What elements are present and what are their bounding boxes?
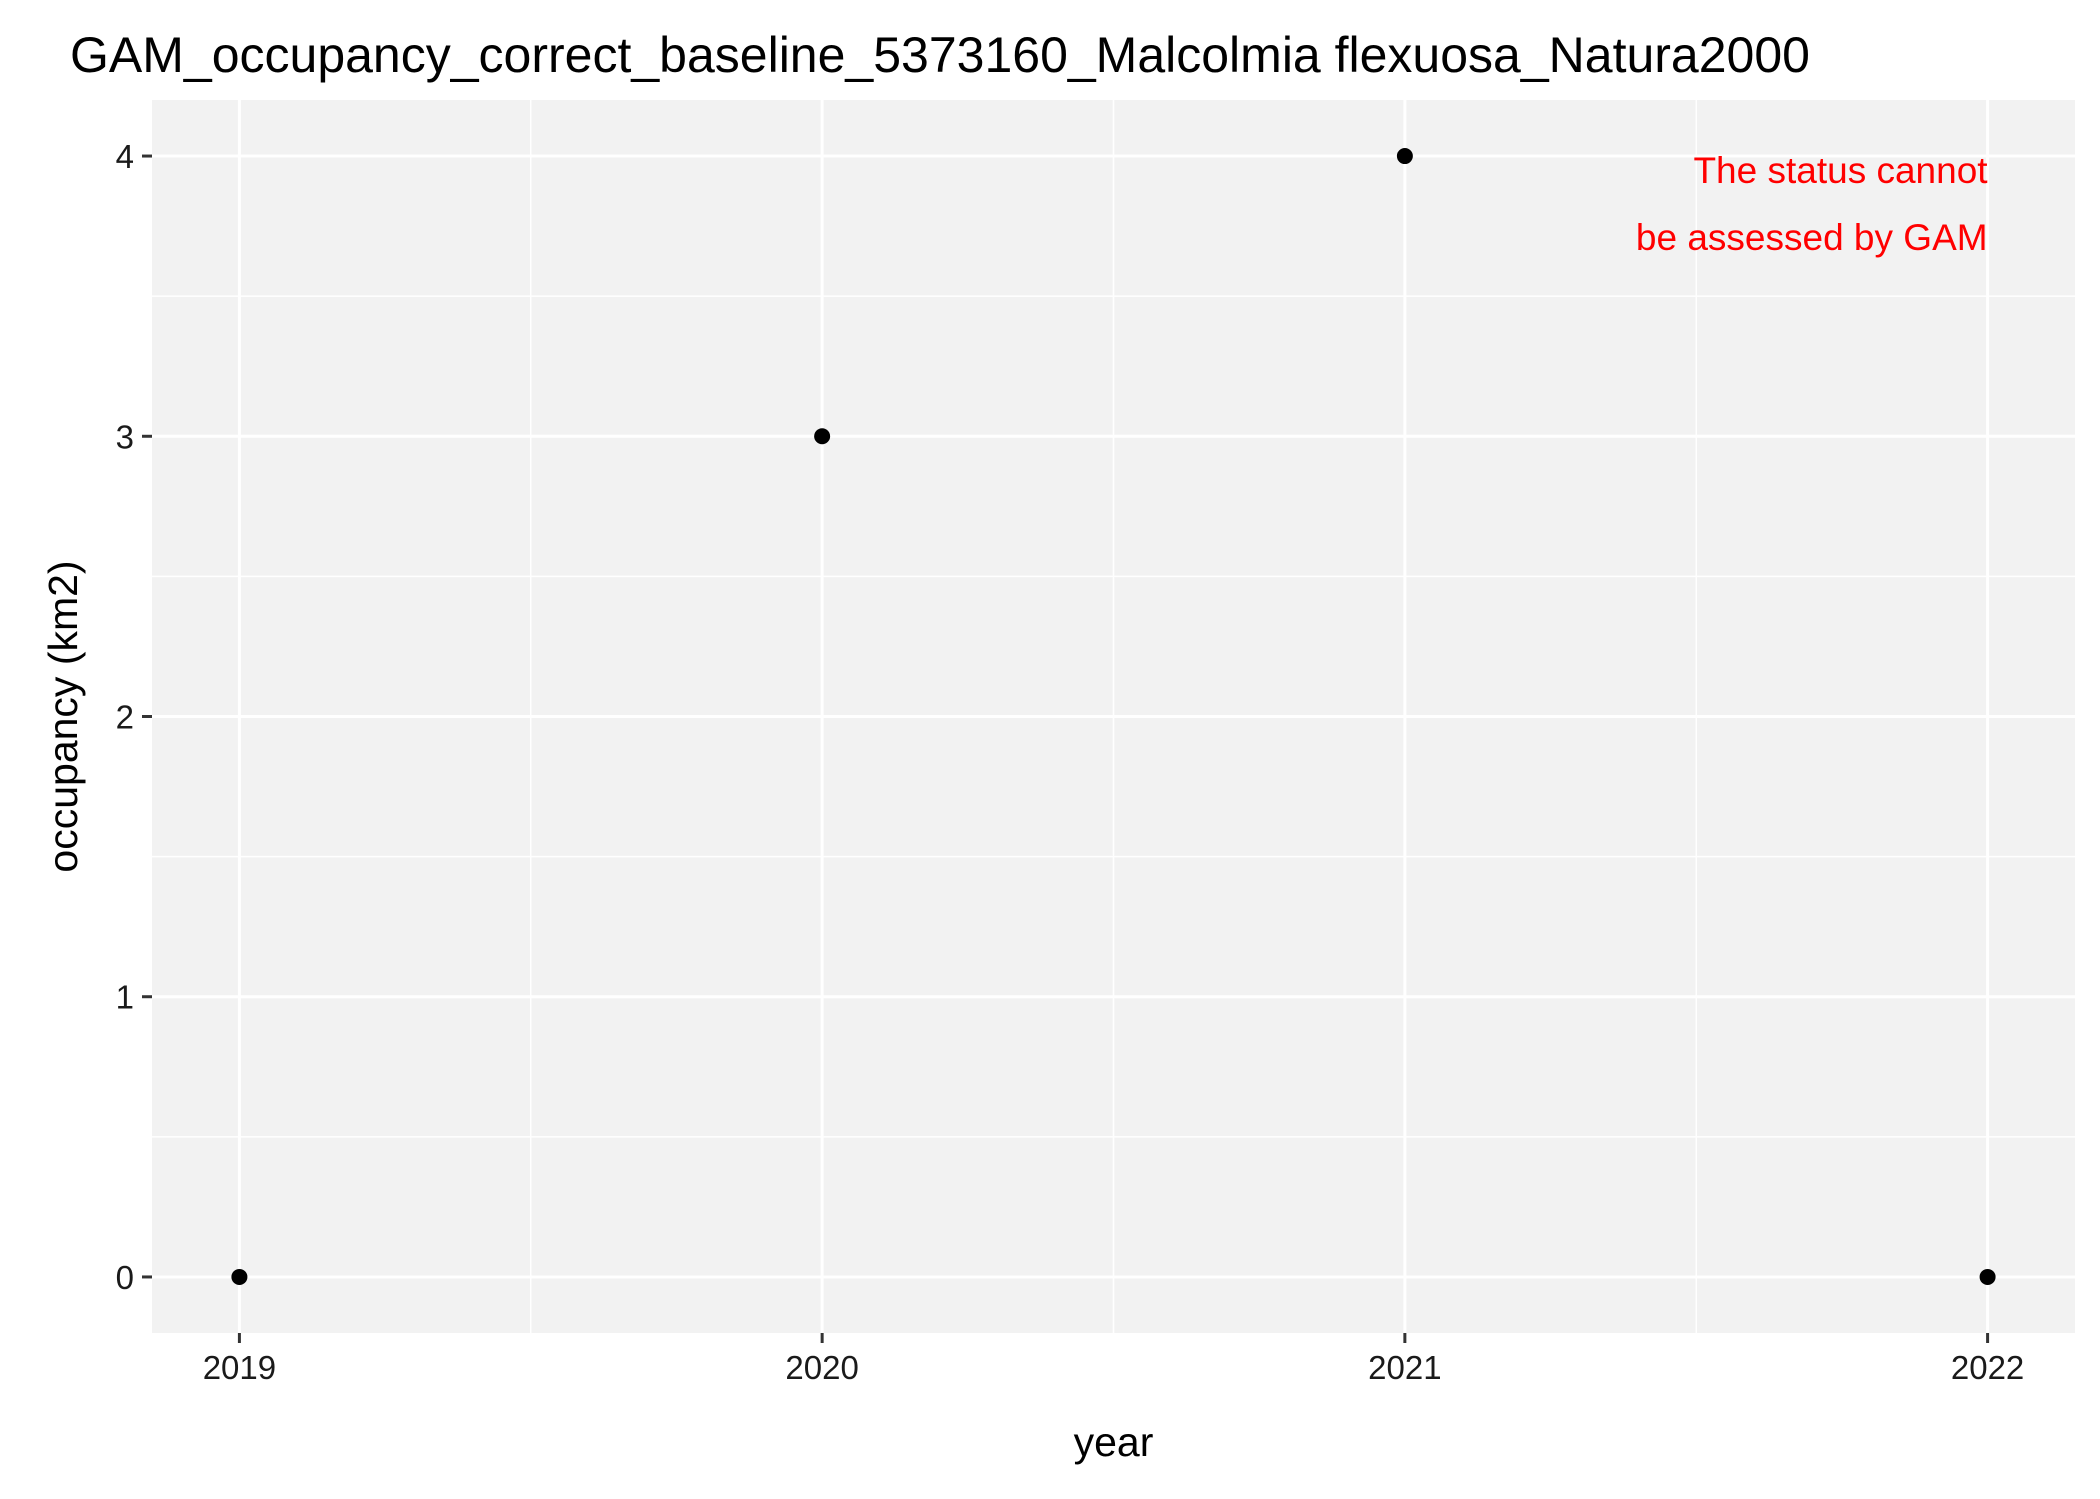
y-tick-label: 3	[116, 418, 134, 455]
y-tick-label: 1	[116, 979, 134, 1016]
y-tick-label: 0	[116, 1259, 134, 1296]
x-tick-label: 2020	[785, 1349, 858, 1386]
major-gridlines-y	[152, 154, 2075, 1279]
y-tick-label: 2	[116, 699, 134, 736]
x-tick-label: 2019	[203, 1349, 276, 1386]
status-annotation: The status cannot be assessed by GAM	[1636, 150, 1988, 258]
y-axis: 0 1 2 3 4	[116, 138, 152, 1296]
data-points	[231, 148, 1996, 1285]
y-axis-title: occupancy (km2)	[40, 560, 86, 872]
x-tick-label: 2021	[1368, 1349, 1441, 1386]
data-point	[814, 428, 831, 445]
annotation-line: be assessed by GAM	[1636, 217, 1988, 258]
data-point	[1979, 1268, 1996, 1285]
y-tick-label: 4	[116, 138, 134, 175]
minor-gridlines-y	[152, 295, 2075, 1138]
data-point	[231, 1268, 248, 1285]
data-point	[1396, 148, 1413, 165]
x-axis-title: year	[1074, 1419, 1154, 1465]
annotation-line: The status cannot	[1693, 150, 1988, 191]
x-axis: 2019 2020 2021 2022	[203, 1333, 2024, 1386]
x-tick-label: 2022	[1951, 1349, 2024, 1386]
chart-title: GAM_occupancy_correct_baseline_5373160_M…	[70, 27, 1810, 83]
